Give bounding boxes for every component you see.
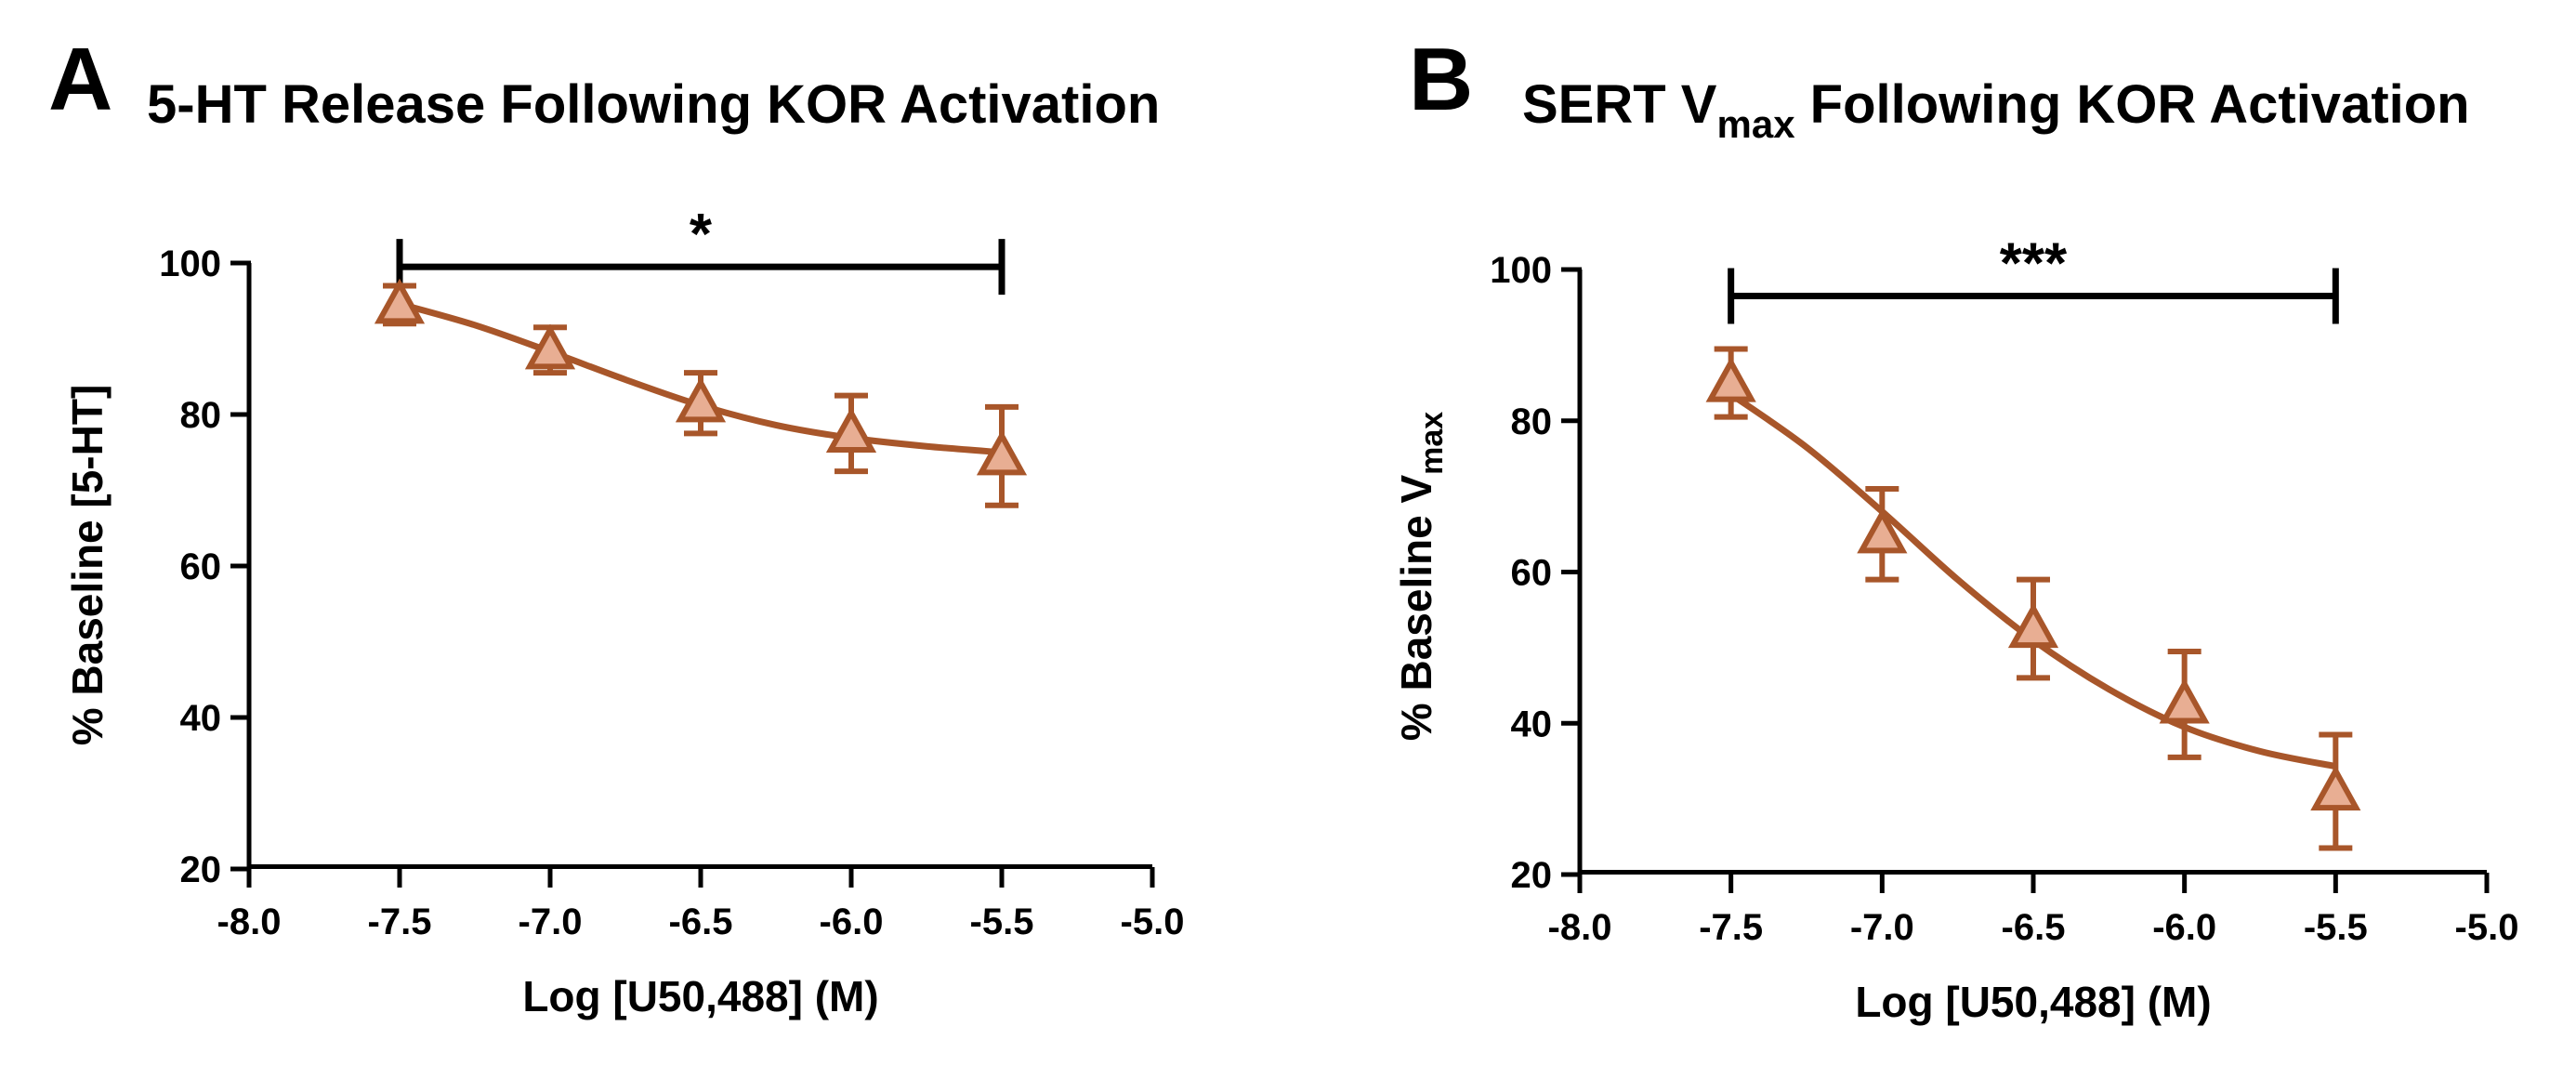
panel-a: A 5-HT Release Following KOR Activation … xyxy=(48,30,1184,1020)
panel-b-title-rest: Following KOR Activation xyxy=(1795,74,2470,135)
data-point xyxy=(374,278,426,327)
panel-b-significance-bracket: *** xyxy=(1728,231,2339,324)
significance-label: * xyxy=(690,203,713,267)
panel-b-title-sub: max xyxy=(1717,102,1796,146)
y-tick-label: 40 xyxy=(1511,704,1553,744)
panel-a-x-ticks: -8.0 -7.5 -7.0 -6.5 -6.0 -5.5 -5.0 xyxy=(217,867,1185,942)
data-point xyxy=(1705,346,1756,420)
y-tick-label: 80 xyxy=(1511,401,1553,442)
x-tick-label: -8.0 xyxy=(217,901,282,942)
data-point xyxy=(2159,648,2210,760)
x-tick-label: -5.0 xyxy=(1121,901,1185,942)
panel-letter-a: A xyxy=(48,30,112,129)
data-point xyxy=(2007,576,2059,681)
x-tick-label: -5.0 xyxy=(2455,907,2519,948)
panel-b-x-axis-label: Log [U50,488] (M) xyxy=(1855,978,2211,1026)
y-tick-label: 100 xyxy=(159,243,221,284)
data-point xyxy=(976,403,1028,508)
x-tick-label: -6.0 xyxy=(2152,907,2216,948)
panel-a-significance-bracket: * xyxy=(396,203,1005,296)
x-tick-label: -5.5 xyxy=(2304,907,2368,948)
triangle-marker xyxy=(1705,356,1756,402)
panel-b-y-axis-label-main: % Baseline V xyxy=(1392,475,1440,742)
panel-a-x-axis-label: Log [U50,488] (M) xyxy=(522,972,878,1020)
x-tick-label: -7.5 xyxy=(368,901,432,942)
x-tick-label: -6.5 xyxy=(669,901,733,942)
panel-b: B SERT Vmax Following KOR Activation -8.… xyxy=(1392,30,2518,1026)
triangle-marker xyxy=(2310,765,2361,811)
triangle-marker xyxy=(825,407,877,453)
data-point xyxy=(524,323,576,376)
panel-letter-b: B xyxy=(1409,30,1473,129)
y-tick-label: 40 xyxy=(180,698,222,739)
triangle-marker xyxy=(976,429,1028,476)
y-tick-label: 60 xyxy=(180,546,222,587)
panel-b-title: SERT Vmax Following KOR Activation xyxy=(1522,74,2470,146)
panel-a-data-points xyxy=(374,278,1028,508)
triangle-marker xyxy=(374,278,426,324)
panel-a-y-ticks: 20 40 60 80 100 xyxy=(159,243,251,890)
panel-b-y-axis-label: % Baseline Vmax xyxy=(1392,412,1450,742)
panel-b-x-ticks: -8.0 -7.5 -7.0 -6.5 -6.0 -5.5 -5.0 xyxy=(1548,873,2519,948)
y-tick-label: 100 xyxy=(1490,250,1552,291)
x-tick-label: -6.5 xyxy=(2002,907,2066,948)
triangle-marker xyxy=(2007,602,2059,649)
x-tick-label: -6.0 xyxy=(820,901,884,942)
data-point xyxy=(2310,731,2361,851)
x-tick-label: -7.0 xyxy=(519,901,583,942)
panel-b-y-ticks: 20 40 60 80 100 xyxy=(1490,250,1582,896)
y-tick-label: 20 xyxy=(180,849,222,890)
panel-a-y-axis-label: % Baseline [5-HT] xyxy=(63,385,112,746)
x-tick-label: -7.0 xyxy=(1850,907,1914,948)
panel-b-data-points xyxy=(1705,346,2361,851)
y-tick-label: 60 xyxy=(1511,553,1553,594)
panel-b-title-main: SERT V xyxy=(1522,74,1717,135)
triangle-marker xyxy=(675,376,727,423)
triangle-marker xyxy=(1857,507,1908,554)
triangle-marker xyxy=(524,323,576,370)
panel-b-y-axis-label-sub: max xyxy=(1414,412,1450,475)
data-point xyxy=(675,370,727,437)
y-tick-label: 20 xyxy=(1511,855,1553,896)
data-point xyxy=(825,392,877,475)
x-tick-label: -5.5 xyxy=(970,901,1034,942)
panel-a-title: 5-HT Release Following KOR Activation xyxy=(147,74,1160,135)
data-point xyxy=(1857,485,1908,583)
significance-label: *** xyxy=(2000,231,2068,296)
x-tick-label: -8.0 xyxy=(1548,907,1612,948)
y-tick-label: 80 xyxy=(180,395,222,436)
x-tick-label: -7.5 xyxy=(1699,907,1763,948)
triangle-marker xyxy=(2159,678,2210,724)
